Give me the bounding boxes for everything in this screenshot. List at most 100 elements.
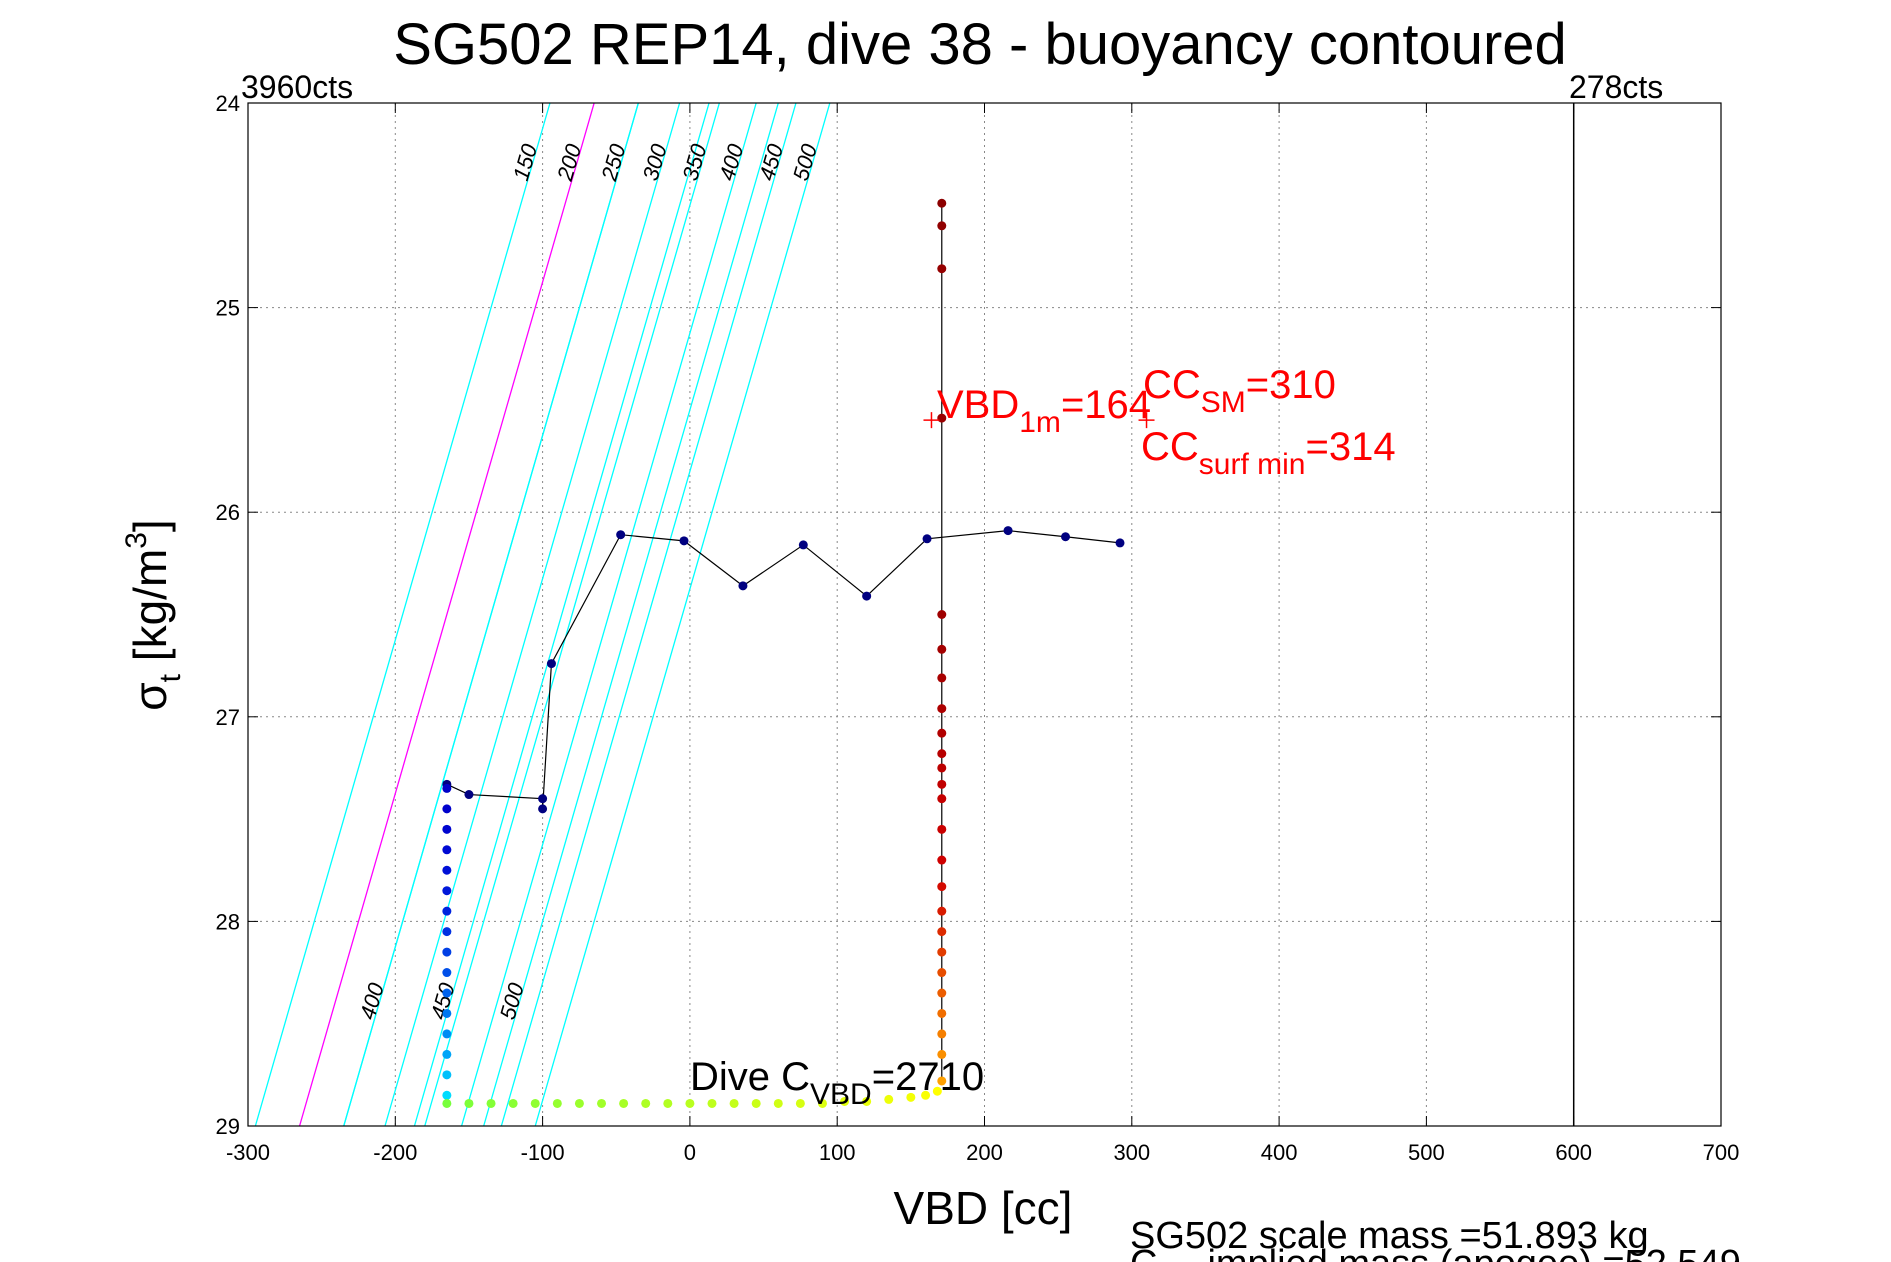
data-point bbox=[538, 804, 548, 814]
x-tick-label: -300 bbox=[226, 1140, 270, 1165]
data-point bbox=[840, 1096, 850, 1106]
data-point bbox=[795, 1098, 805, 1108]
data-point bbox=[937, 1049, 947, 1059]
contour-line-450 bbox=[500, 103, 797, 1126]
x-tick-label: -100 bbox=[521, 1140, 565, 1165]
data-point bbox=[884, 1094, 894, 1104]
data-point bbox=[442, 927, 452, 937]
contour-line-450 bbox=[413, 103, 710, 1126]
data-point bbox=[937, 882, 947, 892]
data-point bbox=[442, 988, 452, 998]
footer-implied-mass: Cimplied mass (apogee) =52.549 bbox=[1130, 1243, 1741, 1262]
data-point bbox=[442, 845, 452, 855]
data-point bbox=[937, 763, 947, 773]
data-point bbox=[937, 413, 947, 423]
data-point bbox=[932, 1086, 942, 1096]
data-point bbox=[729, 1098, 739, 1108]
y-tick-label: 25 bbox=[216, 296, 240, 321]
x-tick-label: -200 bbox=[373, 1140, 417, 1165]
x-tick-label: 200 bbox=[966, 1140, 1003, 1165]
contour-lines bbox=[254, 103, 831, 1126]
contour-line-500 bbox=[483, 103, 779, 1126]
x-tick-label: 0 bbox=[684, 1140, 696, 1165]
x-axis-label: VBD [cc] bbox=[894, 1182, 1073, 1234]
x-tick-label: 400 bbox=[1261, 1140, 1298, 1165]
data-point bbox=[442, 1098, 452, 1108]
data-point bbox=[937, 749, 947, 759]
x-tick-label: 500 bbox=[1408, 1140, 1445, 1165]
y-tick-label: 24 bbox=[216, 91, 240, 116]
data-point bbox=[663, 1098, 673, 1108]
data-point bbox=[817, 1098, 827, 1108]
dive-cvbd-annotation: Dive CVBD=2710 bbox=[690, 1055, 984, 1111]
data-point bbox=[486, 1098, 496, 1108]
data-point bbox=[442, 1070, 452, 1080]
data-point bbox=[685, 1098, 695, 1108]
data-series bbox=[442, 198, 1125, 1108]
data-point bbox=[937, 779, 947, 789]
cc-surf-min-annotation: CCsurf min=314 bbox=[1141, 425, 1396, 481]
axis-ticks: -300 -200 -100 0 100 200 300 400 500 600 700 24 25 26… bbox=[216, 91, 1740, 1165]
data-point bbox=[442, 1090, 452, 1100]
data-point bbox=[619, 1098, 629, 1108]
data-point bbox=[937, 1008, 947, 1018]
data-point bbox=[530, 1098, 540, 1108]
data-point bbox=[773, 1098, 783, 1108]
data-point bbox=[552, 1098, 562, 1108]
data-point bbox=[442, 1029, 452, 1039]
data-point bbox=[641, 1098, 651, 1108]
data-point bbox=[538, 794, 548, 804]
data-point bbox=[937, 264, 947, 274]
data-point bbox=[464, 1098, 474, 1108]
x-tick-label: 700 bbox=[1703, 1140, 1740, 1165]
data-point bbox=[442, 968, 452, 978]
data-point bbox=[922, 534, 932, 544]
data-point bbox=[798, 540, 808, 550]
data-point bbox=[906, 1092, 916, 1102]
data-point bbox=[707, 1098, 717, 1108]
data-point bbox=[616, 530, 626, 540]
data-point bbox=[442, 947, 452, 957]
data-point bbox=[937, 824, 947, 834]
annotation-markers bbox=[923, 412, 1155, 429]
data-point bbox=[1115, 538, 1125, 548]
data-point bbox=[546, 659, 556, 669]
data-point bbox=[937, 906, 947, 916]
data-point bbox=[751, 1098, 761, 1108]
footer-scale-mass: SG502 scale mass =51.893 kg bbox=[1130, 1215, 1649, 1257]
x-tick-label: 100 bbox=[819, 1140, 856, 1165]
contour-line-400 bbox=[343, 103, 639, 1126]
x-tick-label: 600 bbox=[1555, 1140, 1592, 1165]
data-point bbox=[937, 221, 947, 231]
counts-left-label: 3960cts bbox=[241, 69, 353, 105]
chart-title: SG502 REP14, dive 38 - buoyancy contoure… bbox=[393, 12, 1567, 77]
data-point bbox=[442, 865, 452, 875]
y-axis-label: σt [kg/m3] bbox=[120, 519, 187, 710]
data-point bbox=[937, 673, 947, 683]
data-point bbox=[937, 794, 947, 804]
data-point bbox=[679, 536, 689, 546]
contour-line-350 bbox=[424, 103, 720, 1126]
data-point bbox=[442, 804, 452, 814]
data-point bbox=[738, 581, 748, 591]
data-point bbox=[937, 1076, 947, 1086]
data-point bbox=[937, 947, 947, 957]
y-tick-label: 29 bbox=[216, 1114, 240, 1139]
data-point bbox=[862, 1096, 872, 1106]
counts-right-label: 278cts bbox=[1569, 69, 1663, 105]
data-point bbox=[862, 591, 872, 601]
data-point bbox=[574, 1098, 584, 1108]
data-point bbox=[937, 927, 947, 937]
contour-line-300 bbox=[384, 103, 681, 1126]
contour-line-200 bbox=[298, 103, 595, 1126]
data-point bbox=[597, 1098, 607, 1108]
y-tick-label: 27 bbox=[216, 705, 240, 730]
data-point bbox=[442, 886, 452, 896]
data-point bbox=[937, 968, 947, 978]
contour-line-500 bbox=[534, 103, 831, 1126]
data-point bbox=[937, 644, 947, 654]
data-point bbox=[508, 1098, 518, 1108]
data-point bbox=[442, 906, 452, 916]
data-point bbox=[921, 1090, 931, 1100]
